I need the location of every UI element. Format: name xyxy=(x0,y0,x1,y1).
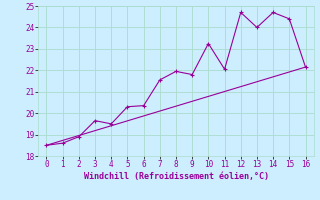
X-axis label: Windchill (Refroidissement éolien,°C): Windchill (Refroidissement éolien,°C) xyxy=(84,172,268,181)
